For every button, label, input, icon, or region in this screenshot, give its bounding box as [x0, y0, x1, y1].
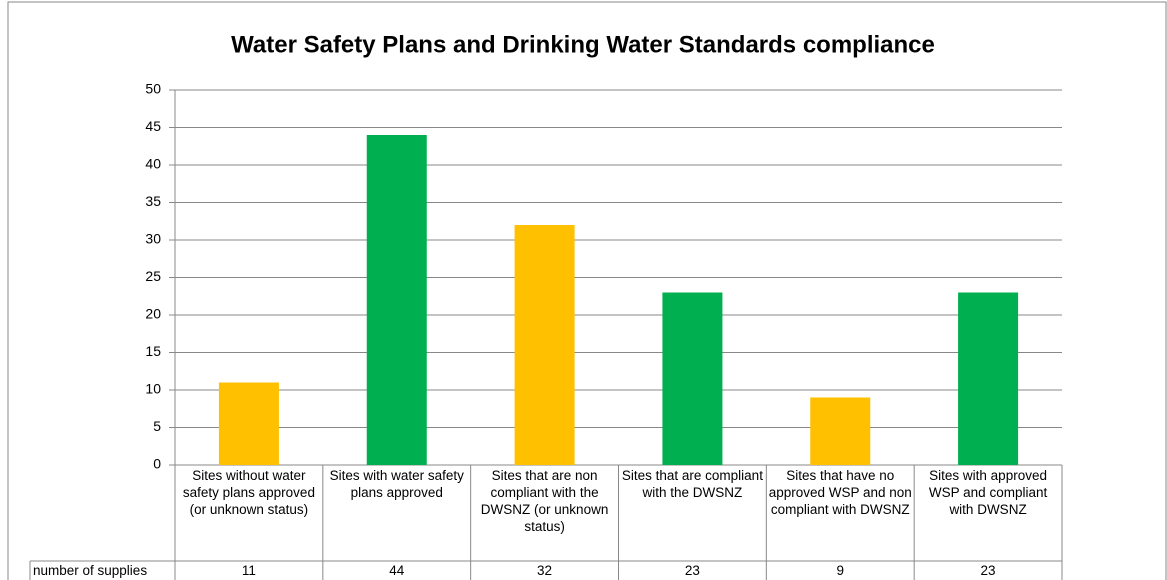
- table-value: 44: [389, 563, 405, 578]
- y-tick-label: 45: [145, 118, 161, 134]
- table-value: 23: [980, 563, 996, 578]
- chart-frame: [7, 1, 1167, 580]
- bar: [810, 397, 871, 465]
- table-value: 9: [836, 563, 844, 578]
- bar: [366, 135, 427, 465]
- table-value: 32: [537, 563, 553, 578]
- table-value: 11: [241, 563, 256, 578]
- y-tick-label: 40: [145, 156, 161, 172]
- x-tick-label: Sites that are non compliant with the DW…: [480, 468, 609, 534]
- table-row-header: number of supplies: [33, 563, 148, 578]
- bar: [662, 292, 723, 465]
- chart-title: Water Safety Plans and Drinking Water St…: [231, 31, 935, 58]
- y-tick-label: 35: [145, 193, 161, 209]
- x-tick-label: Sites that have no approved WSP and non …: [768, 468, 912, 517]
- y-tick-label: 5: [153, 418, 161, 434]
- y-tick-label: 50: [145, 81, 161, 97]
- x-tick-label: Sites that are compliant with the DWSNZ: [621, 468, 763, 500]
- y-tick-label: 25: [145, 268, 161, 284]
- x-tick-label: Sites with approved WSP and compliant wi…: [928, 468, 1048, 517]
- bar: [514, 225, 575, 465]
- x-tick-label: Sites without water safety plans approve…: [182, 468, 315, 517]
- y-tick-label: 10: [145, 381, 161, 397]
- y-tick-label: 20: [145, 306, 161, 322]
- table-value: 23: [684, 563, 700, 578]
- bar: [958, 292, 1019, 465]
- y-tick-label: 15: [145, 343, 161, 359]
- x-tick-label: Sites with water safety plans approved: [329, 468, 464, 500]
- y-tick-label: 30: [145, 231, 161, 247]
- y-tick-label: 0: [153, 456, 161, 472]
- bar: [218, 382, 279, 465]
